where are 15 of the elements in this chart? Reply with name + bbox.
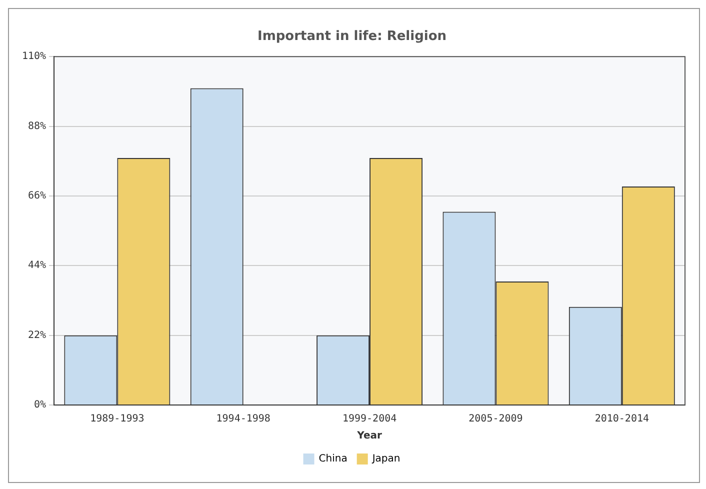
y-tick-label: 110%: [22, 51, 46, 62]
legend-label: Japan: [371, 454, 400, 465]
y-tick-label: 44%: [28, 260, 46, 272]
x-tick-label: 1989-1993: [90, 414, 144, 425]
y-tick-label: 0%: [34, 400, 46, 411]
chart-title: Important in life: Religion: [257, 29, 447, 44]
y-tick-label: 66%: [28, 190, 46, 202]
x-axis-title: Year: [356, 430, 382, 442]
x-tick-label: 1999-2004: [342, 414, 397, 425]
x-tick-label: 1994-1998: [216, 414, 270, 425]
y-tick-label: 88%: [28, 120, 46, 132]
x-tick-label: 2010-2014: [594, 414, 649, 425]
x-tick-label: 2005-2009: [468, 414, 523, 425]
y-tick-label: 22%: [28, 330, 46, 341]
legend-label: China: [318, 454, 348, 465]
